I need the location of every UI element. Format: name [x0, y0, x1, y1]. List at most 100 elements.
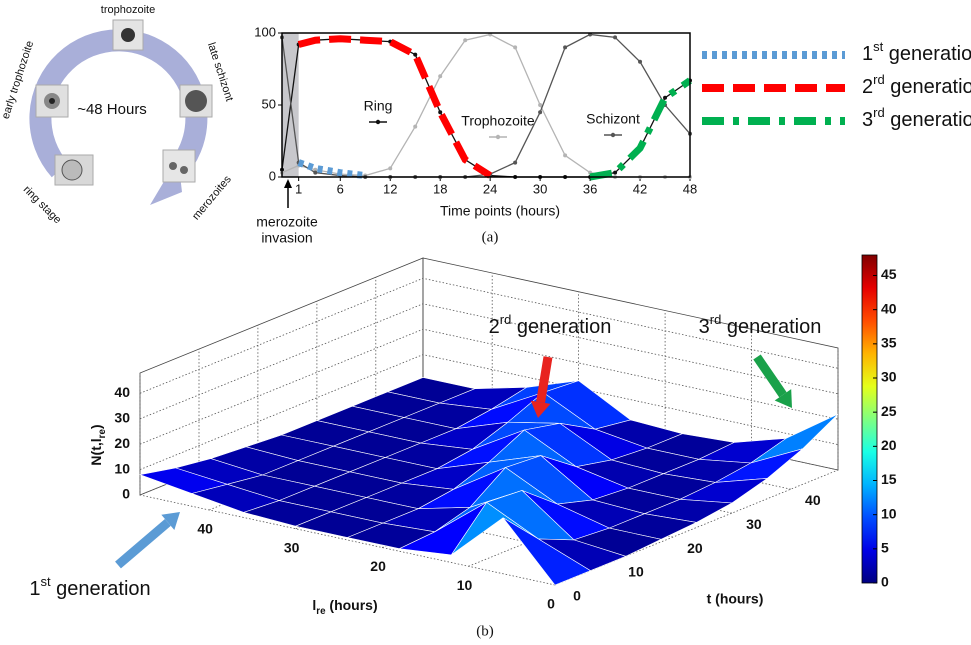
y-tick-label: 100 [254, 24, 276, 39]
surface-patch [502, 517, 592, 586]
series-marker [413, 52, 418, 57]
z-tick-label: 0 [122, 486, 130, 502]
x-tick-label: 30 [533, 181, 547, 196]
series-marker [538, 103, 543, 107]
annotation: 3rd generation [699, 312, 822, 338]
stage-label: ring stage [21, 184, 64, 227]
caption: (a) [482, 229, 499, 245]
x-tick-label: 48 [683, 181, 697, 196]
series-label-marker [375, 119, 381, 125]
annotation: 2rd generation [489, 312, 612, 338]
x-tick-label: 30 [284, 539, 300, 555]
series-label-marker [610, 132, 616, 138]
chart-a: 0 50 100 1 6 12 18 24 30 36 42 48 Time points (hours… [254, 24, 971, 245]
series-marker [563, 153, 568, 158]
colorbar-tick-label: 45 [881, 266, 897, 282]
series-marker [313, 170, 318, 175]
series-label: Schizont [586, 111, 640, 127]
x-tick-label: 24 [483, 181, 497, 196]
grid-line [139, 328, 839, 445]
legend-label: 3rd generation [862, 105, 971, 131]
series-marker [563, 45, 568, 50]
z-tick-label: 40 [114, 384, 130, 400]
colorbar-tick-label: 40 [881, 300, 897, 316]
grid-line [554, 348, 839, 586]
z-axis-label: N(t,lre) [88, 424, 108, 465]
grid-line [139, 354, 839, 470]
generation-line [297, 35, 493, 179]
series-label: Ring [364, 98, 393, 114]
y-tick-label: 40 [805, 492, 821, 508]
annotation: invasion [261, 230, 312, 246]
series-marker [613, 35, 618, 40]
x-tick-label: 36 [583, 181, 597, 196]
y-axis-label: t (hours) [707, 591, 764, 607]
series-marker [438, 110, 443, 115]
x-axis-label: Time points (hours) [440, 203, 560, 219]
colorbar-tick-label: 30 [881, 369, 897, 385]
annotation-arrowhead [774, 389, 792, 408]
annotation-arrow [753, 354, 787, 398]
annotation-arrow [115, 518, 171, 569]
x-tick-label: 10 [457, 577, 473, 593]
caption: (b) [476, 623, 494, 639]
stage-images [35, 19, 213, 186]
colorbar-tick-label: 0 [881, 574, 889, 590]
z-tick-label: 10 [114, 460, 130, 476]
grid-line [139, 277, 839, 394]
x-tick-label: 42 [633, 181, 647, 196]
series-marker [663, 95, 668, 100]
x-tick-label: 1 [295, 181, 302, 196]
series-marker [413, 124, 418, 129]
cycle-center-label: ~48 Hours [77, 101, 147, 118]
x-tick-label: 18 [433, 181, 447, 196]
x-tick-label: 40 [197, 521, 213, 537]
x-tick-label: 12 [383, 181, 397, 196]
series-marker [438, 74, 443, 79]
life-cycle-diagram: ~48 Hours trophozoite late schizont mero… [0, 4, 235, 226]
y-tick-label: 10 [628, 564, 644, 580]
colorbar-tick-label: 10 [881, 505, 897, 521]
grid-line [139, 373, 556, 586]
grid-line [139, 303, 839, 420]
series-marker [388, 166, 393, 171]
colorbar-tick-label: 15 [881, 471, 897, 487]
colorbar-tick-label: 5 [881, 540, 889, 556]
legend-label: 1st generation [862, 39, 971, 65]
series-marker [613, 170, 618, 175]
annotation: merozoite [256, 214, 318, 230]
colorbar-tick-label: 25 [881, 403, 897, 419]
colorbar [861, 254, 878, 584]
series-marker [463, 38, 468, 43]
series-label: Trophozoite [461, 113, 535, 129]
chart-b: 0 10 20 30 40 40 30 20 10 0 0 10 20 30 40 lre (hours) t … [29, 254, 897, 639]
stage-label: trophozoite [101, 4, 155, 16]
series-label-marker [495, 134, 501, 140]
series-marker [313, 167, 318, 172]
series-marker [513, 160, 518, 165]
colorbar-tick-label: 20 [881, 437, 897, 453]
y-tick-label: 30 [746, 516, 762, 532]
y-tick-label: 50 [262, 96, 276, 111]
annotation-arrowhead [530, 400, 551, 418]
series-marker [513, 45, 518, 50]
series-marker [638, 59, 643, 64]
generation-line [297, 159, 366, 180]
series-marker [538, 110, 543, 115]
annotation-arrowhead [284, 179, 292, 188]
stage-label: merozoites [190, 173, 234, 222]
colorbar-tick-label: 35 [881, 335, 897, 351]
series-line [281, 33, 691, 178]
x-tick-label: 0 [547, 596, 555, 612]
y-tick-label: 0 [269, 168, 276, 183]
y-tick-label: 20 [687, 540, 703, 556]
z-tick-label: 30 [114, 409, 130, 425]
annotation: 1st generation [29, 574, 150, 600]
x-tick-label: 20 [370, 558, 386, 574]
legend-label: 2rd generation [862, 72, 971, 98]
z-tick-label: 20 [114, 435, 130, 451]
annotation-arrow [536, 356, 553, 403]
x-axis-label: lre (hours) [312, 597, 377, 617]
annotation-arrowhead [161, 512, 180, 530]
